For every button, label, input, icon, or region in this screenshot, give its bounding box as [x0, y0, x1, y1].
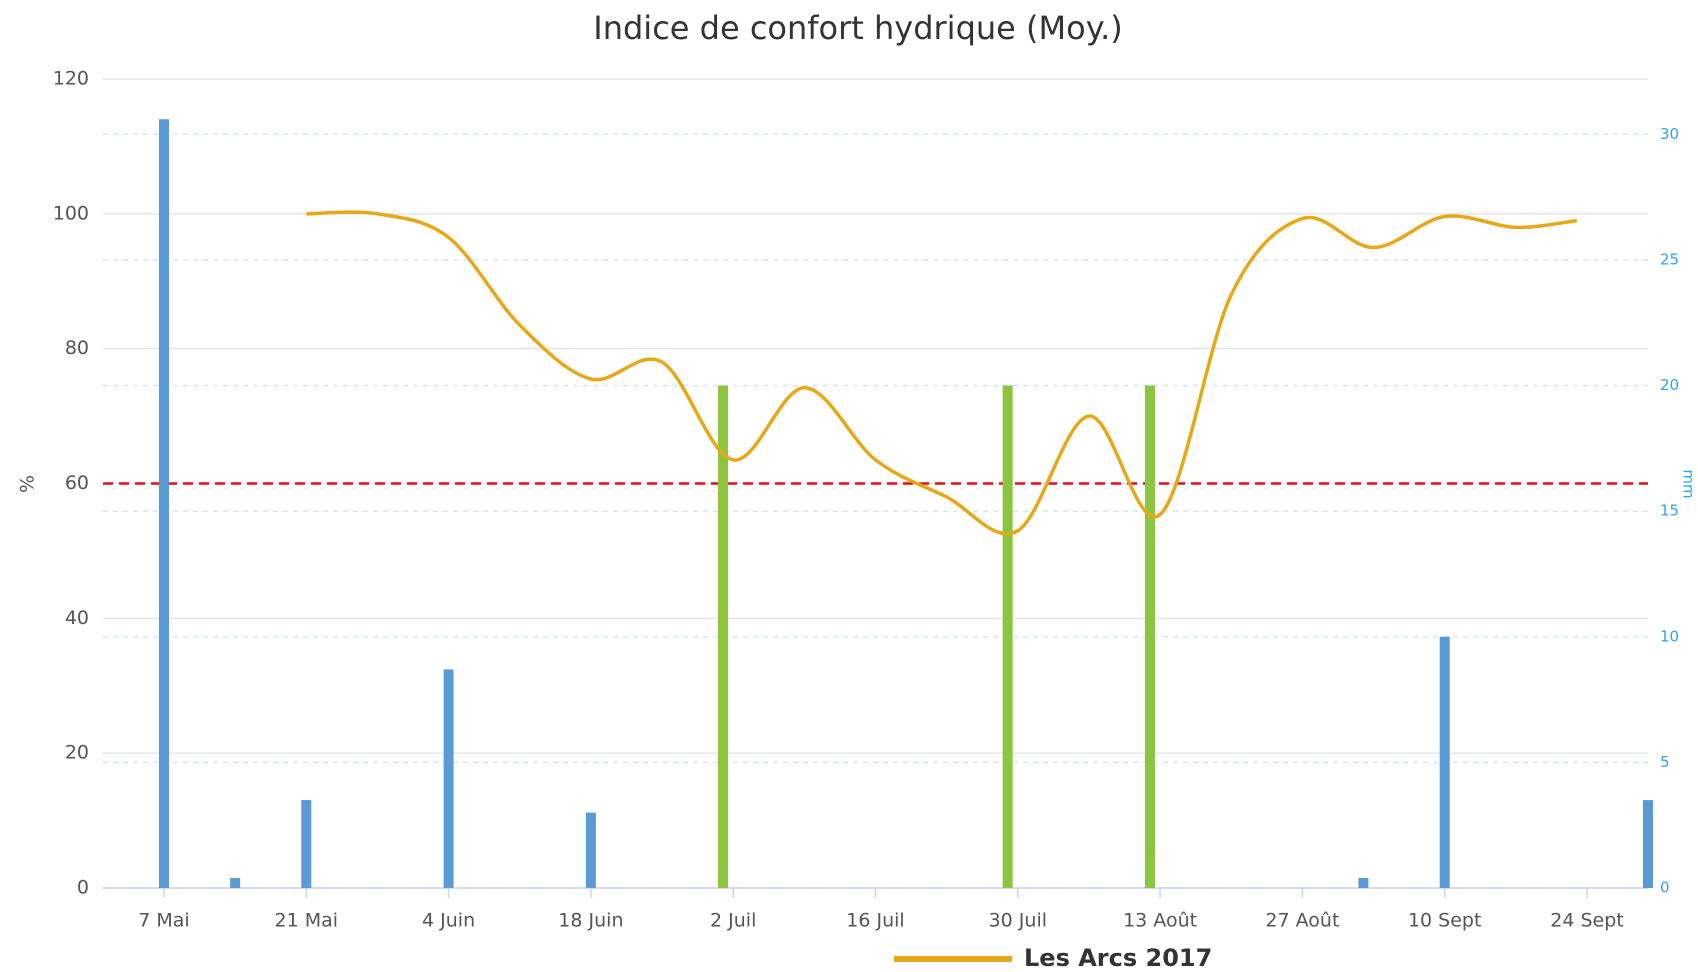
x-tick-label: 21 Mai — [275, 910, 339, 932]
x-tick-label: 7 Mai — [138, 910, 189, 932]
y-tick-label: 60 — [65, 472, 89, 494]
bar — [1144, 385, 1155, 888]
bar — [718, 385, 729, 888]
x-tick-label: 10 Sept — [1408, 910, 1481, 932]
y-tick-label: 0 — [77, 877, 89, 899]
x-tick-label: 2 Juil — [710, 910, 756, 932]
x-tick-label: 16 Juil — [846, 910, 904, 932]
bar — [230, 877, 241, 888]
y2-tick-label: 5 — [1660, 753, 1670, 771]
x-tick-label: 13 Août — [1123, 910, 1197, 932]
bar — [301, 800, 312, 888]
bar — [158, 119, 169, 889]
chart-title: Indice de confort hydrique (Moy.) — [593, 9, 1122, 47]
x-tick-label: 27 Août — [1265, 910, 1339, 932]
x-tick-label: 30 Juil — [989, 910, 1047, 932]
y2-tick-label: 20 — [1660, 376, 1679, 394]
bar — [1643, 800, 1653, 888]
y2-tick-label: 25 — [1660, 250, 1679, 268]
y-tick-label: 80 — [65, 337, 89, 359]
x-tick-label: 18 Juin — [558, 910, 623, 932]
y-tick-label: 100 — [53, 202, 89, 224]
y-tick-label: 20 — [65, 742, 89, 764]
y2-tick-label: 30 — [1660, 125, 1679, 143]
x-tick-label: 24 Sept — [1550, 910, 1623, 932]
bar — [585, 812, 596, 888]
y2-tick-label: 10 — [1660, 627, 1679, 645]
bar — [443, 669, 454, 888]
x-tick-label: 4 Juin — [422, 910, 475, 932]
legend-label: Les Arcs 2017 — [1024, 944, 1212, 972]
y-tick-label: 120 — [53, 68, 89, 90]
y2-tick-label: 15 — [1660, 502, 1679, 520]
y2-axis-label: mm — [1680, 469, 1698, 498]
line — [306, 210, 1578, 536]
y-tick-label: 40 — [65, 607, 89, 629]
y2-tick-label: 0 — [1660, 879, 1670, 897]
bar — [1358, 877, 1369, 888]
bar — [1439, 636, 1450, 888]
y-axis-label: % — [17, 475, 39, 493]
bar — [1002, 385, 1013, 888]
